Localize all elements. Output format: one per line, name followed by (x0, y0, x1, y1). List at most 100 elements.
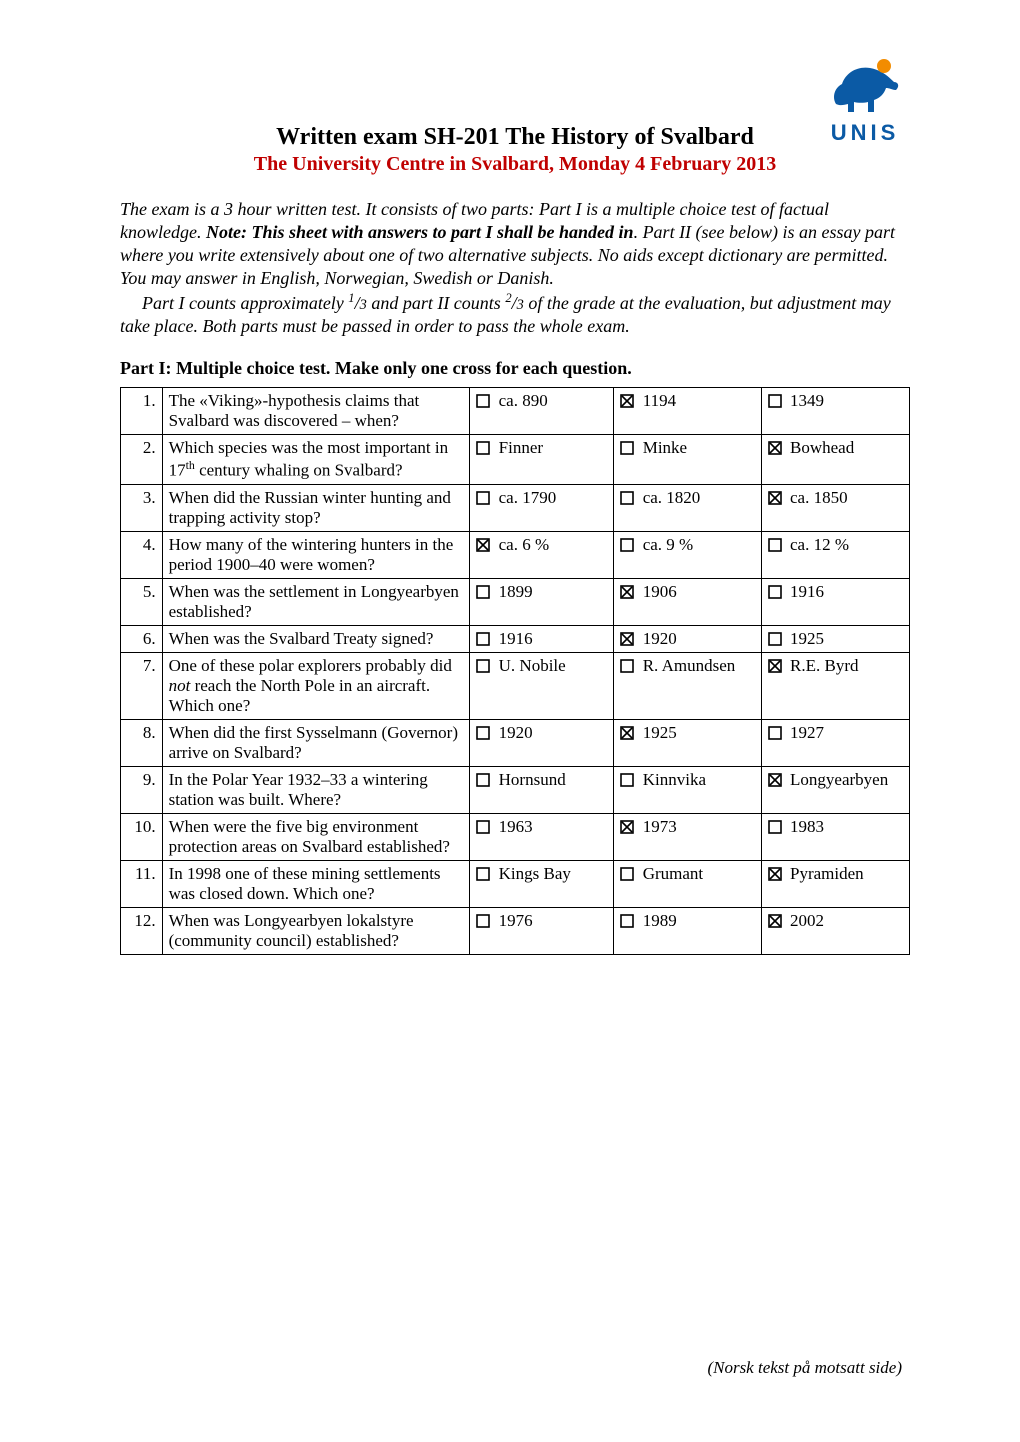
option-a[interactable]: U. Nobile (470, 652, 614, 719)
checkbox-icon[interactable] (476, 659, 490, 673)
question-number: 6. (121, 625, 163, 652)
checkbox-icon[interactable] (768, 632, 782, 646)
option-c[interactable]: ca. 1850 (761, 484, 909, 531)
checkbox-icon[interactable] (768, 773, 782, 787)
checkbox-icon[interactable] (476, 585, 490, 599)
question-text: How many of the wintering hunters in the… (162, 531, 470, 578)
question-number: 5. (121, 578, 163, 625)
question-text: In the Polar Year 1932–33 a wintering st… (162, 766, 470, 813)
question-text: When did the first Sysselmann (Governor)… (162, 719, 470, 766)
checkbox-icon[interactable] (476, 394, 490, 408)
table-row: 2.Which species was the most important i… (121, 435, 910, 485)
checkbox-icon[interactable] (620, 867, 634, 881)
option-b[interactable]: 1906 (614, 578, 761, 625)
option-b[interactable]: ca. 1820 (614, 484, 761, 531)
option-b[interactable]: 1194 (614, 388, 761, 435)
question-text: When was Longyearbyen lokalstyre (commun… (162, 907, 470, 954)
checkbox-icon[interactable] (620, 394, 634, 408)
option-b[interactable]: 1973 (614, 813, 761, 860)
question-number: 2. (121, 435, 163, 485)
question-number: 8. (121, 719, 163, 766)
checkbox-icon[interactable] (620, 659, 634, 673)
checkbox-icon[interactable] (476, 820, 490, 834)
option-a[interactable]: Kings Bay (470, 860, 614, 907)
question-number: 11. (121, 860, 163, 907)
checkbox-icon[interactable] (620, 585, 634, 599)
checkbox-icon[interactable] (768, 820, 782, 834)
question-text: In 1998 one of these mining settlements … (162, 860, 470, 907)
table-row: 8.When did the first Sysselmann (Governo… (121, 719, 910, 766)
table-row: 5.When was the settlement in Longyearbye… (121, 578, 910, 625)
option-b[interactable]: 1925 (614, 719, 761, 766)
checkbox-icon[interactable] (768, 585, 782, 599)
question-number: 7. (121, 652, 163, 719)
page: UNIS Written exam SH-201 The History of … (0, 0, 1020, 1442)
table-row: 1.The «Viking»-hypothesis claims that Sv… (121, 388, 910, 435)
part1-heading: Part I: Multiple choice test. Make only … (120, 358, 910, 379)
option-c[interactable]: R.E. Byrd (761, 652, 909, 719)
question-text: Which species was the most important in … (162, 435, 470, 485)
option-c[interactable]: 1916 (761, 578, 909, 625)
checkbox-icon[interactable] (768, 726, 782, 740)
checkbox-icon[interactable] (768, 659, 782, 673)
option-b[interactable]: Grumant (614, 860, 761, 907)
option-a[interactable]: 1899 (470, 578, 614, 625)
option-b[interactable]: R. Amundsen (614, 652, 761, 719)
question-text: One of these polar explorers probably di… (162, 652, 470, 719)
option-b[interactable]: 1920 (614, 625, 761, 652)
option-a[interactable]: Hornsund (470, 766, 614, 813)
checkbox-icon[interactable] (476, 867, 490, 881)
option-c[interactable]: Bowhead (761, 435, 909, 485)
option-c[interactable]: 1925 (761, 625, 909, 652)
checkbox-icon[interactable] (476, 491, 490, 505)
option-c[interactable]: ca. 12 % (761, 531, 909, 578)
checkbox-icon[interactable] (768, 441, 782, 455)
option-a[interactable]: ca. 1790 (470, 484, 614, 531)
checkbox-icon[interactable] (476, 632, 490, 646)
checkbox-icon[interactable] (620, 914, 634, 928)
option-c[interactable]: 1349 (761, 388, 909, 435)
polar-bear-icon (828, 58, 902, 118)
option-a[interactable]: 1916 (470, 625, 614, 652)
table-row: 6.When was the Svalbard Treaty signed? 1… (121, 625, 910, 652)
option-c[interactable]: 1927 (761, 719, 909, 766)
option-c[interactable]: Pyramiden (761, 860, 909, 907)
option-a[interactable]: ca. 6 % (470, 531, 614, 578)
checkbox-icon[interactable] (476, 914, 490, 928)
checkbox-icon[interactable] (620, 726, 634, 740)
option-b[interactable]: ca. 9 % (614, 531, 761, 578)
option-c[interactable]: 2002 (761, 907, 909, 954)
checkbox-icon[interactable] (620, 491, 634, 505)
checkbox-icon[interactable] (476, 726, 490, 740)
option-a[interactable]: 1920 (470, 719, 614, 766)
checkbox-icon[interactable] (620, 538, 634, 552)
option-c[interactable]: Longyearbyen (761, 766, 909, 813)
checkbox-icon[interactable] (620, 632, 634, 646)
table-row: 3.When did the Russian winter hunting an… (121, 484, 910, 531)
checkbox-icon[interactable] (768, 491, 782, 505)
table-row: 9.In the Polar Year 1932–33 a wintering … (121, 766, 910, 813)
quiz-table: 1.The «Viking»-hypothesis claims that Sv… (120, 387, 910, 955)
checkbox-icon[interactable] (768, 538, 782, 552)
option-a[interactable]: Finner (470, 435, 614, 485)
question-number: 1. (121, 388, 163, 435)
checkbox-icon[interactable] (768, 394, 782, 408)
checkbox-icon[interactable] (476, 773, 490, 787)
question-text: When was the settlement in Longyearbyen … (162, 578, 470, 625)
fraction-one-third: 1/3 (348, 293, 367, 313)
checkbox-icon[interactable] (620, 820, 634, 834)
intro-text-2a: Part I counts approximately (142, 293, 348, 313)
checkbox-icon[interactable] (620, 773, 634, 787)
checkbox-icon[interactable] (476, 538, 490, 552)
option-a[interactable]: 1976 (470, 907, 614, 954)
option-a[interactable]: ca. 890 (470, 388, 614, 435)
checkbox-icon[interactable] (620, 441, 634, 455)
checkbox-icon[interactable] (476, 441, 490, 455)
option-b[interactable]: Minke (614, 435, 761, 485)
checkbox-icon[interactable] (768, 867, 782, 881)
checkbox-icon[interactable] (768, 914, 782, 928)
option-c[interactable]: 1983 (761, 813, 909, 860)
option-a[interactable]: 1963 (470, 813, 614, 860)
option-b[interactable]: Kinnvika (614, 766, 761, 813)
option-b[interactable]: 1989 (614, 907, 761, 954)
